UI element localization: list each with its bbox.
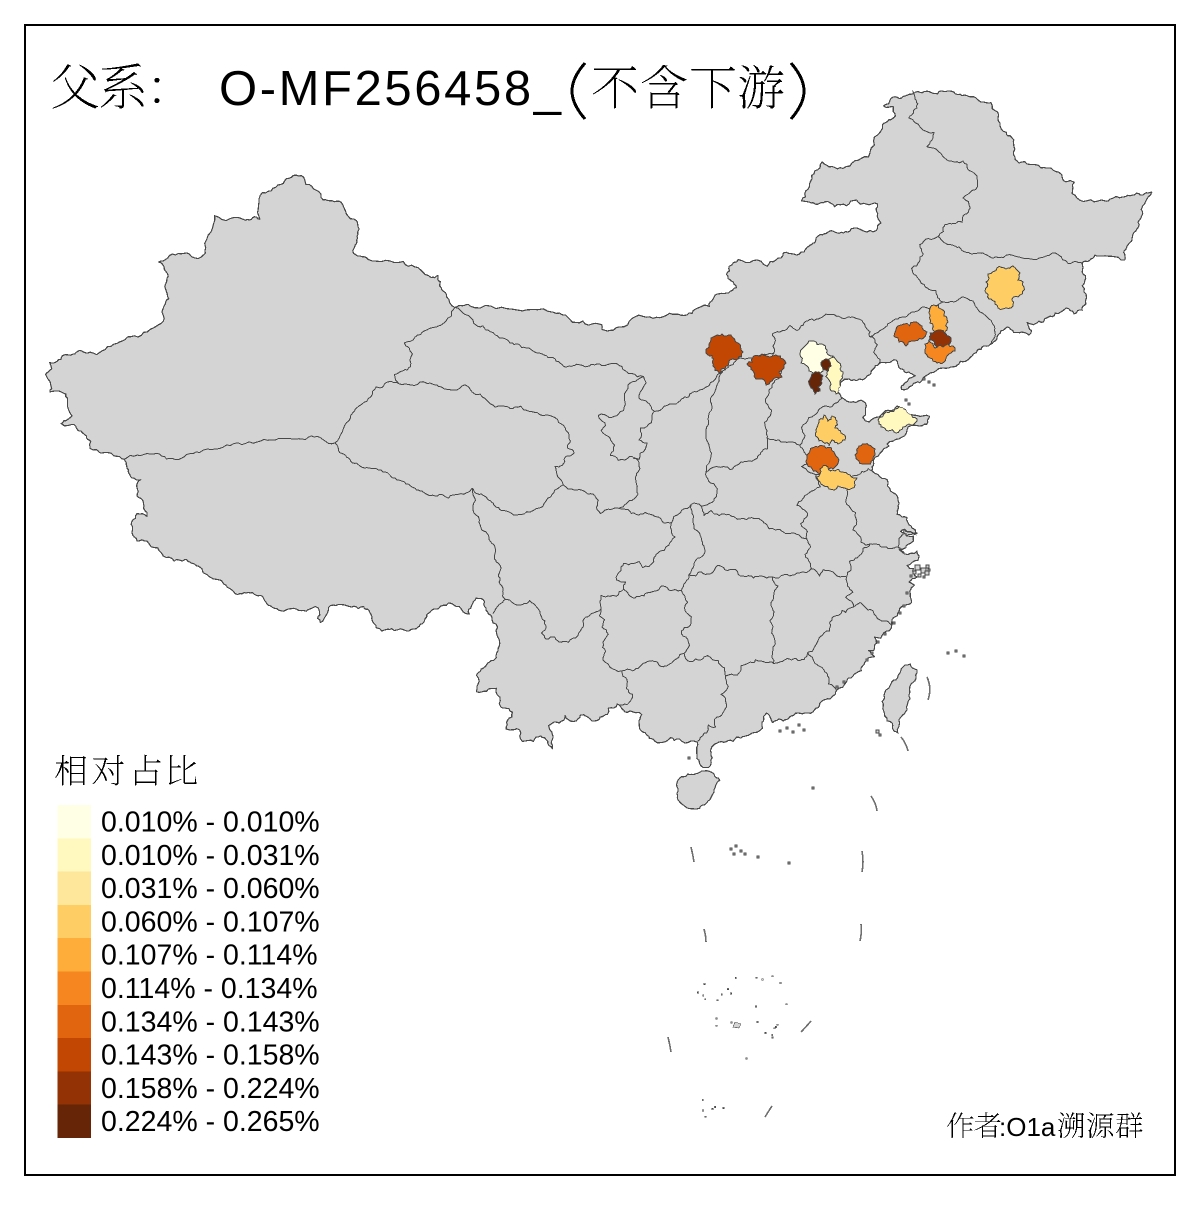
- svg-text:0.143% - 0.158%: 0.143% - 0.158%: [101, 1040, 320, 1072]
- svg-text:0.010% - 0.010%: 0.010% - 0.010%: [101, 807, 320, 839]
- svg-text:0.107% - 0.114%: 0.107% - 0.114%: [101, 940, 318, 972]
- svg-text:0.224% - 0.265%: 0.224% - 0.265%: [101, 1106, 320, 1138]
- svg-text:0.010% - 0.031%: 0.010% - 0.031%: [101, 840, 320, 872]
- svg-text:0.031% - 0.060%: 0.031% - 0.060%: [101, 873, 320, 905]
- svg-text:0.060% - 0.107%: 0.060% - 0.107%: [101, 906, 320, 938]
- svg-text:0.158% - 0.224%: 0.158% - 0.224%: [101, 1073, 320, 1105]
- svg-text::O1a: :O1a: [999, 1112, 1056, 1142]
- svg-text:0.134% - 0.143%: 0.134% - 0.143%: [101, 1006, 320, 1038]
- svg-text:O-MF256458_: O-MF256458_: [219, 62, 564, 116]
- svg-text:0.114% - 0.134%: 0.114% - 0.134%: [101, 973, 318, 1005]
